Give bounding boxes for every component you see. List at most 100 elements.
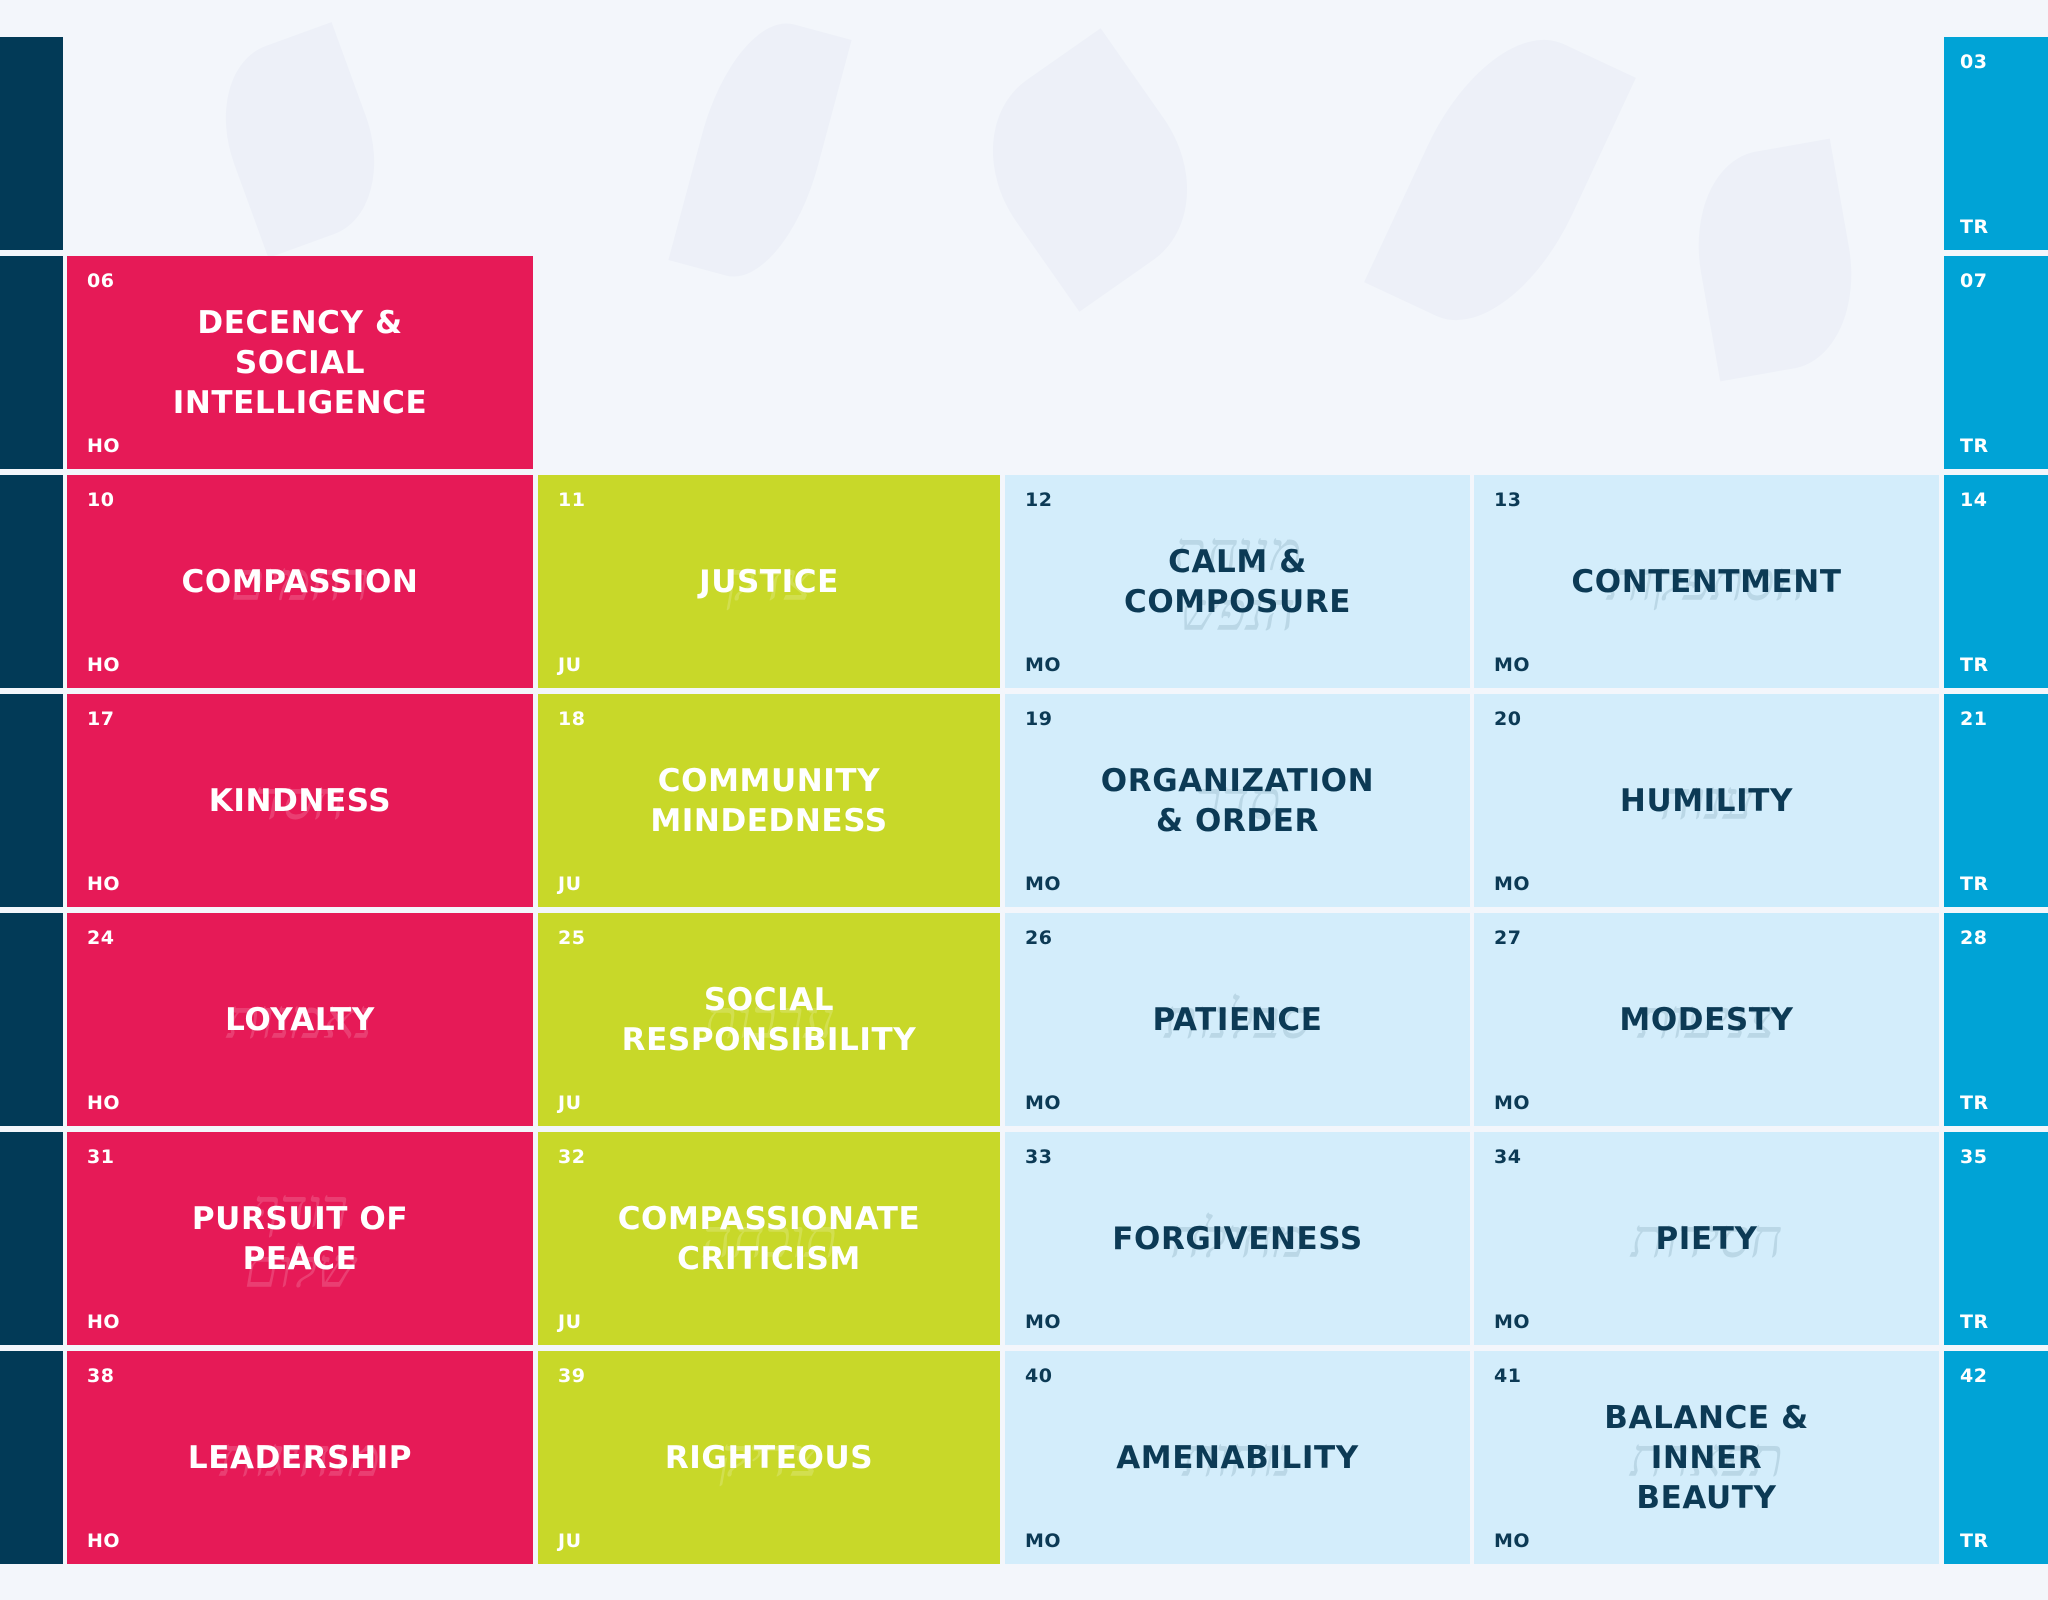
tile-number: 10 — [87, 489, 115, 511]
value-tile-07[interactable]: 07 TR — [1944, 256, 2048, 469]
tile-number: 38 — [87, 1365, 115, 1387]
tile-number: 13 — [1494, 489, 1522, 511]
value-tile-38[interactable]: 38 מנהיגות LEADERSHIP HO — [67, 1351, 533, 1564]
tile-hebrew-watermark: מנהיגות — [220, 1425, 380, 1489]
tile-label: LEADERSHIP — [187, 1439, 413, 1476]
value-tile-34[interactable]: 34 חסידות PIETY MO — [1474, 1132, 1939, 1345]
dark-column-tile — [0, 694, 63, 907]
value-tile-39[interactable]: 39 צדיק RIGHTEOUS JU — [538, 1351, 1000, 1564]
tile-label: BALANCE & INNER BEAUTY — [1604, 1399, 1809, 1516]
tile-number: 26 — [1025, 927, 1053, 949]
value-tile-19[interactable]: 19 סדר ORGANIZATION & ORDER MO — [1005, 694, 1470, 907]
tile-number: 33 — [1025, 1146, 1053, 1168]
tile-group-code: HO — [87, 435, 121, 457]
value-tile-21[interactable]: 21 TR — [1944, 694, 2048, 907]
tile-number: 41 — [1494, 1365, 1522, 1387]
value-tile-13[interactable]: 13 הסתפקות CONTENTMENT MO — [1474, 475, 1939, 688]
tile-group-code: JU — [558, 1311, 582, 1333]
tile-group-code: MO — [1494, 654, 1531, 676]
value-tile-33[interactable]: 33 מחילה FORGIVENESS MO — [1005, 1132, 1470, 1345]
value-tile-32[interactable]: 32 תוכחה COMPASSIONATE CRITICISM JU — [538, 1132, 1000, 1345]
tile-number: 11 — [558, 489, 586, 511]
tile-group-code: HO — [87, 873, 121, 895]
tile-group-code: MO — [1025, 1311, 1062, 1333]
tile-hebrew-watermark: ערבות — [704, 987, 834, 1051]
tile-label: CALM & COMPOSURE — [1124, 543, 1351, 620]
tile-number: 17 — [87, 708, 115, 730]
tile-label: FORGIVENESS — [1112, 1220, 1363, 1257]
tile-number: 42 — [1960, 1365, 1988, 1387]
tile-group-code: TR — [1960, 1530, 1989, 1552]
tile-group-code: JU — [558, 1530, 582, 1552]
tile-hebrew-watermark: מחילה — [1169, 1206, 1306, 1270]
tile-number: 34 — [1494, 1146, 1522, 1168]
tile-hebrew-watermark: צדק — [726, 549, 812, 613]
tile-number: 14 — [1960, 489, 1988, 511]
dark-column-tile — [0, 256, 63, 469]
tile-group-code: TR — [1960, 1092, 1989, 1114]
tile-number: 27 — [1494, 927, 1522, 949]
tile-hebrew-watermark: מנוחת הנפש — [1173, 519, 1302, 643]
tile-label: SOCIAL RESPONSIBILITY — [621, 981, 917, 1058]
tile-label: AMENABILITY — [1116, 1439, 1359, 1476]
tile-hebrew-watermark: צדיק — [719, 1425, 819, 1489]
tile-hebrew-watermark: ענוה — [1659, 768, 1754, 832]
tile-hebrew-watermark: סבלנות — [1164, 987, 1311, 1051]
tile-group-code: TR — [1960, 654, 1989, 676]
tile-hebrew-watermark: רחמים — [230, 549, 370, 613]
tile-group-code: MO — [1494, 1530, 1531, 1552]
background-leaf — [953, 28, 1227, 312]
dark-column-tile — [0, 913, 63, 1126]
tile-number: 07 — [1960, 270, 1988, 292]
tile-label: COMPASSIONATE CRITICISM — [617, 1200, 921, 1277]
tile-group-code: MO — [1025, 1530, 1062, 1552]
tile-group-code: HO — [87, 654, 121, 676]
tile-group-code: MO — [1494, 873, 1531, 895]
tile-number: 12 — [1025, 489, 1053, 511]
value-tile-17[interactable]: 17 חסד KINDNESS HO — [67, 694, 533, 907]
tile-group-code: MO — [1494, 1311, 1531, 1333]
value-tile-24[interactable]: 24 נאמנות LOYALTY HO — [67, 913, 533, 1126]
tile-group-code: MO — [1025, 1092, 1062, 1114]
value-tile-31[interactable]: 31 רודף שלום PURSUIT OF PEACE HO — [67, 1132, 533, 1345]
tile-label: PATIENCE — [1152, 1001, 1323, 1038]
value-tile-20[interactable]: 20 ענוה HUMILITY MO — [1474, 694, 1939, 907]
tile-number: 06 — [87, 270, 115, 292]
tile-group-code: TR — [1960, 216, 1989, 238]
tile-hebrew-watermark: רודף שלום — [244, 1176, 356, 1300]
value-tile-35[interactable]: 35 TR — [1944, 1132, 2048, 1345]
value-tile-42[interactable]: 42 TR — [1944, 1351, 2048, 1564]
tile-group-code: TR — [1960, 1311, 1989, 1333]
dark-column-tile — [0, 1132, 63, 1345]
tile-hebrew-watermark: נוחות — [1182, 1425, 1293, 1489]
tile-group-code: TR — [1960, 873, 1989, 895]
tile-hebrew-watermark: הסתפקות — [1606, 549, 1807, 613]
value-tile-06[interactable]: 06 DECENCY & SOCIAL INTELLIGENCE HO — [67, 256, 533, 469]
tile-group-code: MO — [1494, 1092, 1531, 1114]
tile-number: 19 — [1025, 708, 1053, 730]
value-tile-12[interactable]: 12 מנוחת הנפש CALM & COMPOSURE MO — [1005, 475, 1470, 688]
tile-group-code: HO — [87, 1311, 121, 1333]
value-tile-40[interactable]: 40 נוחות AMENABILITY MO — [1005, 1351, 1470, 1564]
value-tile-25[interactable]: 25 ערבות SOCIAL RESPONSIBILITY JU — [538, 913, 1000, 1126]
value-tile-14[interactable]: 14 TR — [1944, 475, 2048, 688]
value-tile-03[interactable]: 03 TR — [1944, 37, 2048, 250]
value-tile-28[interactable]: 28 TR — [1944, 913, 2048, 1126]
value-tile-41[interactable]: 41 תפארת BALANCE & INNER BEAUTY MO — [1474, 1351, 1939, 1564]
dark-column-tile — [0, 475, 63, 688]
value-tile-10[interactable]: 10 רחמים COMPASSION HO — [67, 475, 533, 688]
tile-number: 40 — [1025, 1365, 1053, 1387]
value-tile-18[interactable]: 18 COMMUNITY MINDEDNESS JU — [538, 694, 1000, 907]
tile-group-code: JU — [558, 1092, 582, 1114]
value-tile-11[interactable]: 11 צדק JUSTICE JU — [538, 475, 1000, 688]
background-leaf — [668, 8, 852, 292]
value-tile-26[interactable]: 26 סבלנות PATIENCE MO — [1005, 913, 1470, 1126]
tile-group-code: MO — [1025, 654, 1062, 676]
tile-number: 21 — [1960, 708, 1988, 730]
value-tile-27[interactable]: 27 צניעות MODESTY MO — [1474, 913, 1939, 1126]
dark-column-tile — [0, 37, 63, 250]
tile-group-code: MO — [1025, 873, 1062, 895]
tile-hebrew-watermark: תפארת — [1629, 1425, 1784, 1489]
background-leaf — [1682, 138, 1868, 382]
tile-group-code: HO — [87, 1530, 121, 1552]
